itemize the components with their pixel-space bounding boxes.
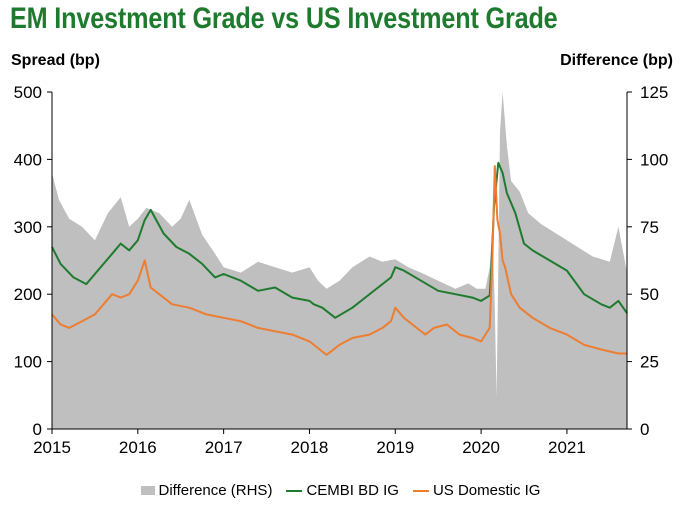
y-axis-left-title: Spread (bp) — [11, 52, 100, 69]
y-left-tick-label: 0 — [33, 420, 42, 439]
x-tick-label: 2019 — [376, 438, 414, 457]
y-right-tick-label: 25 — [640, 353, 659, 372]
chart-canvas: 0 100 200 300 400 500 0 25 50 75 100 125 2015 2016 201… — [14, 83, 669, 457]
legend-swatch-difference — [140, 486, 155, 495]
legend-item-difference: Difference (RHS) — [140, 482, 273, 499]
x-tick-label: 2020 — [462, 438, 500, 457]
legend-swatch-us-ig — [412, 489, 429, 492]
y-left-tick-label: 500 — [14, 83, 42, 102]
legend-swatch-cembi — [286, 489, 303, 492]
y-right-tick-label: 100 — [640, 150, 668, 169]
legend-label-difference: Difference (RHS) — [158, 482, 273, 499]
series-difference-area — [52, 92, 627, 429]
legend: Difference (RHS) CEMBI BD IG US Domestic… — [0, 482, 681, 499]
y-left-tick-label: 200 — [14, 285, 42, 304]
y-right-tick-label: 0 — [640, 420, 649, 439]
x-tick-label: 2021 — [548, 438, 586, 457]
legend-label-us-ig: US Domestic IG — [432, 482, 541, 499]
legend-item-us-ig: US Domestic IG — [412, 482, 541, 499]
series-cembi-line — [51, 161, 628, 319]
x-tick-label: 2018 — [291, 438, 329, 457]
chart-title: EM Investment Grade vs US Investment Gra… — [10, 2, 558, 35]
y-axis-right-title: Difference (bp) — [560, 52, 673, 69]
y-left-tick-label: 100 — [14, 353, 42, 372]
series-us-ig-line — [51, 165, 627, 356]
x-tick-label: 2017 — [205, 438, 243, 457]
y-left-tick-label: 400 — [14, 150, 42, 169]
x-tick-label: 2015 — [33, 438, 71, 457]
x-tick-label: 2016 — [119, 438, 157, 457]
y-right-tick-label: 75 — [640, 218, 659, 237]
y-right-tick-label: 50 — [640, 285, 659, 304]
y-right-tick-label: 125 — [640, 83, 668, 102]
y-left-tick-label: 300 — [14, 218, 42, 237]
legend-item-cembi: CEMBI BD IG — [286, 482, 399, 499]
legend-label-cembi: CEMBI BD IG — [306, 482, 399, 499]
